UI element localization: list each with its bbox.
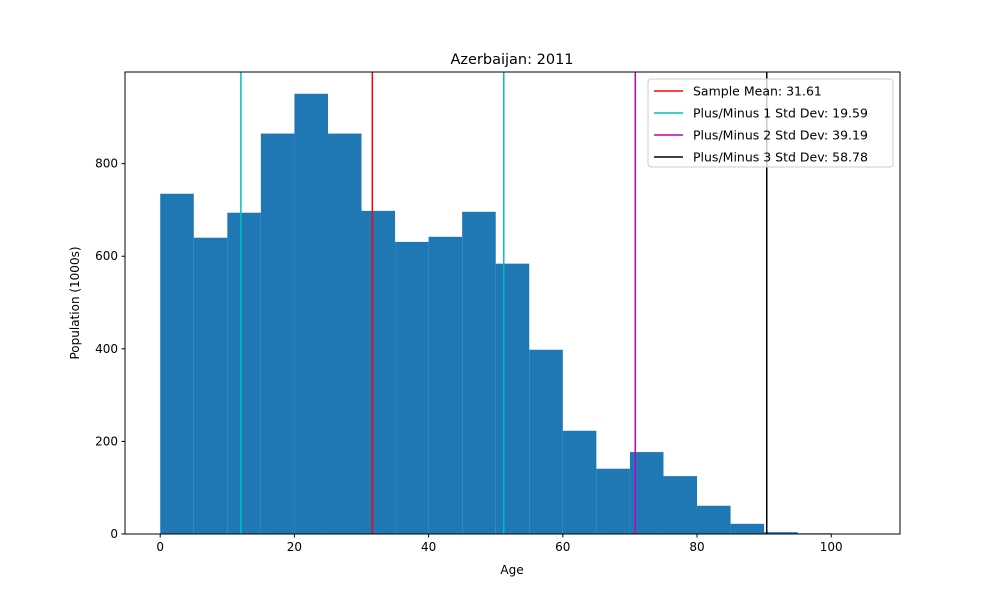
histogram-bar [327,133,362,534]
x-axis-label: Age [500,563,523,577]
histogram-bar [260,133,295,534]
histogram-bar [730,523,765,534]
histogram-bar [529,349,563,534]
histogram-bar [160,193,194,534]
histogram-bar [395,241,429,534]
histogram-bar [462,211,496,534]
y-tick-label: 800 [95,157,118,171]
histogram-bar [764,532,798,534]
y-tick-label: 0 [110,527,118,541]
legend-entry: Plus/Minus 3 Std Dev: 58.78 [693,150,868,165]
y-tick-label: 600 [95,249,118,263]
x-tick-label: 40 [421,540,436,554]
y-axis-label: Population (1000s) [68,246,82,359]
histogram-bar [663,476,698,534]
histogram-bar [697,505,731,534]
legend-entry: Plus/Minus 1 Std Dev: 19.59 [693,106,868,121]
histogram-bar [227,212,261,534]
legend-entry: Plus/Minus 2 Std Dev: 39.19 [693,128,868,143]
histogram-bar [562,430,597,534]
chart-title: Azerbaijan: 2011 [450,52,573,68]
x-tick-label: 100 [820,540,843,554]
y-tick-label: 400 [95,342,118,356]
legend-entry: Sample Mean: 31.61 [693,84,822,99]
histogram-bar [361,210,396,534]
histogram-bar [193,237,228,534]
histogram-bar [428,236,463,534]
histogram-bar [294,93,328,534]
histogram-bar [495,263,530,534]
x-tick-label: 20 [287,540,302,554]
axes-frame [124,71,901,535]
y-tick-label: 200 [95,434,118,448]
histogram-bar [596,468,630,534]
x-tick-label: 80 [689,540,704,554]
x-tick-label: 0 [156,540,164,554]
x-tick-label: 60 [555,540,570,554]
legend: Sample Mean: 31.61 Plus/Minus 1 Std Dev: … [647,78,894,168]
